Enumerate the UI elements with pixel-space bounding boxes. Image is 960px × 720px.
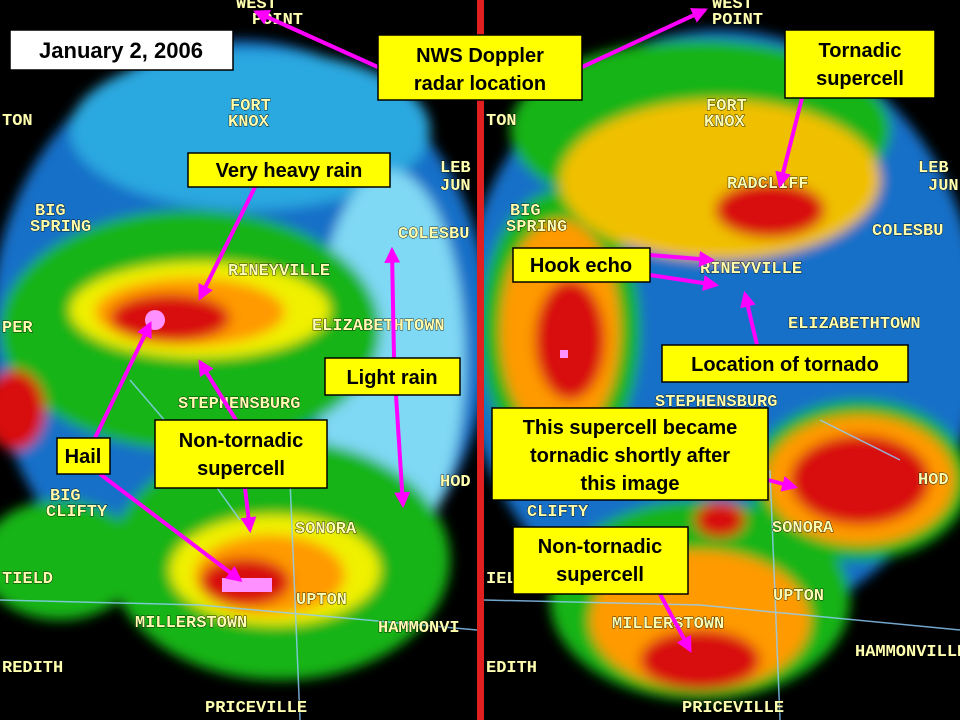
- annotation-line: supercell: [197, 458, 285, 480]
- place: JUN: [928, 177, 959, 196]
- arrow: [384, 246, 401, 359]
- annotation-box: [491, 407, 769, 501]
- annotation-line: Location of tornado: [691, 354, 879, 376]
- place: CLIFTY: [527, 503, 589, 522]
- arrow: [98, 472, 243, 582]
- place: PRICEVILLE: [205, 699, 307, 718]
- place: PER: [2, 319, 33, 338]
- annotation-box: [661, 344, 909, 383]
- place: REDITH: [2, 659, 63, 678]
- annotation-line: NWS Doppler: [416, 45, 544, 67]
- arrow: [579, 8, 708, 70]
- place: KNOX: [228, 113, 270, 132]
- arrow: [394, 394, 411, 509]
- annotation-line: tornadic shortly after: [530, 445, 730, 467]
- place: UPTON: [773, 587, 824, 606]
- place: STEPHENSBURG: [178, 395, 300, 414]
- place: LEB: [440, 159, 471, 178]
- place: SPRING: [30, 218, 91, 237]
- annotation-line: Tornadic: [819, 40, 902, 62]
- place: BIG: [50, 487, 81, 506]
- arrow: [198, 186, 257, 301]
- annotation-line: Light rain: [346, 367, 437, 389]
- place: POINT: [712, 11, 763, 30]
- place: BIG: [35, 202, 66, 221]
- annotation-box: [512, 526, 689, 595]
- annotation-line: radar location: [414, 73, 546, 95]
- place: HAMMONVILLE: [855, 643, 960, 662]
- arrow: [649, 273, 720, 291]
- annotation-box: [377, 34, 583, 101]
- annotation-line: supercell: [556, 564, 644, 586]
- place: PRICEVILLE: [682, 699, 784, 718]
- annotation-box: [187, 152, 391, 188]
- arrows: [93, 8, 804, 653]
- place: BIG: [510, 202, 541, 221]
- date-box: [9, 29, 234, 71]
- place: ELIZABETHTOWN: [312, 317, 445, 336]
- place: COLESBU: [398, 225, 469, 244]
- annotation-box: [512, 247, 651, 283]
- place: MILLERSTOWN: [135, 614, 247, 633]
- annotation-line: Non-tornadic: [179, 430, 303, 452]
- place: SPRING: [506, 218, 567, 237]
- place: FORT: [706, 97, 747, 116]
- left-places: WEST POINT FORT KNOX TON BIG SPRING RINE…: [2, 0, 471, 718]
- place: CLIFTY: [46, 503, 108, 522]
- annotation-line: Hail: [65, 446, 102, 468]
- place: TON: [486, 112, 517, 131]
- annotation-line: Very heavy rain: [216, 160, 363, 182]
- place: HOD: [440, 473, 471, 492]
- place: EDITH: [486, 659, 537, 678]
- arrow: [649, 250, 716, 267]
- arrow: [767, 476, 799, 492]
- place: RINEYVILLE: [700, 260, 802, 279]
- arrow: [198, 359, 238, 422]
- annotation-box: [784, 29, 936, 99]
- annotation-line: Hook echo: [530, 255, 632, 277]
- left-radar: [0, 40, 477, 720]
- place: KNOX: [704, 113, 746, 132]
- arrow: [240, 487, 257, 534]
- annotation-line: supercell: [816, 68, 904, 90]
- place: FORT: [230, 97, 271, 116]
- annotation-line: Non-tornadic: [538, 536, 662, 558]
- annotation-line: This supercell became: [523, 417, 738, 439]
- arrow: [658, 593, 692, 653]
- place: TIELD: [2, 570, 53, 589]
- annotation-box: [324, 357, 461, 396]
- place: LEB: [918, 159, 949, 178]
- arrow: [253, 9, 381, 70]
- place: UPTON: [296, 591, 347, 610]
- arrow: [93, 321, 152, 439]
- place: WEST: [712, 0, 753, 14]
- place: RINEYVILLE: [228, 262, 330, 281]
- place: SONORA: [295, 520, 357, 539]
- place: SONORA: [772, 519, 834, 538]
- place: JUN: [440, 177, 471, 196]
- annotation-box: [56, 437, 111, 475]
- arrow: [775, 97, 804, 189]
- place: HOD: [918, 471, 949, 490]
- place: RADCLIFF: [727, 175, 809, 194]
- annotation-box: [154, 419, 328, 489]
- place: HAMMONVI: [378, 619, 460, 638]
- place: COLESBU: [872, 222, 943, 241]
- panel-divider: [477, 0, 484, 720]
- place: ELIZABETHTOWN: [788, 315, 921, 334]
- place: MILLERSTOWN: [612, 615, 724, 634]
- place: TON: [2, 112, 33, 131]
- annotations: NWS Doppler radar location Very heavy ra…: [56, 29, 936, 595]
- annotation-line: this image: [581, 473, 680, 495]
- date-label: January 2, 2006: [39, 38, 203, 63]
- arrow: [740, 290, 759, 346]
